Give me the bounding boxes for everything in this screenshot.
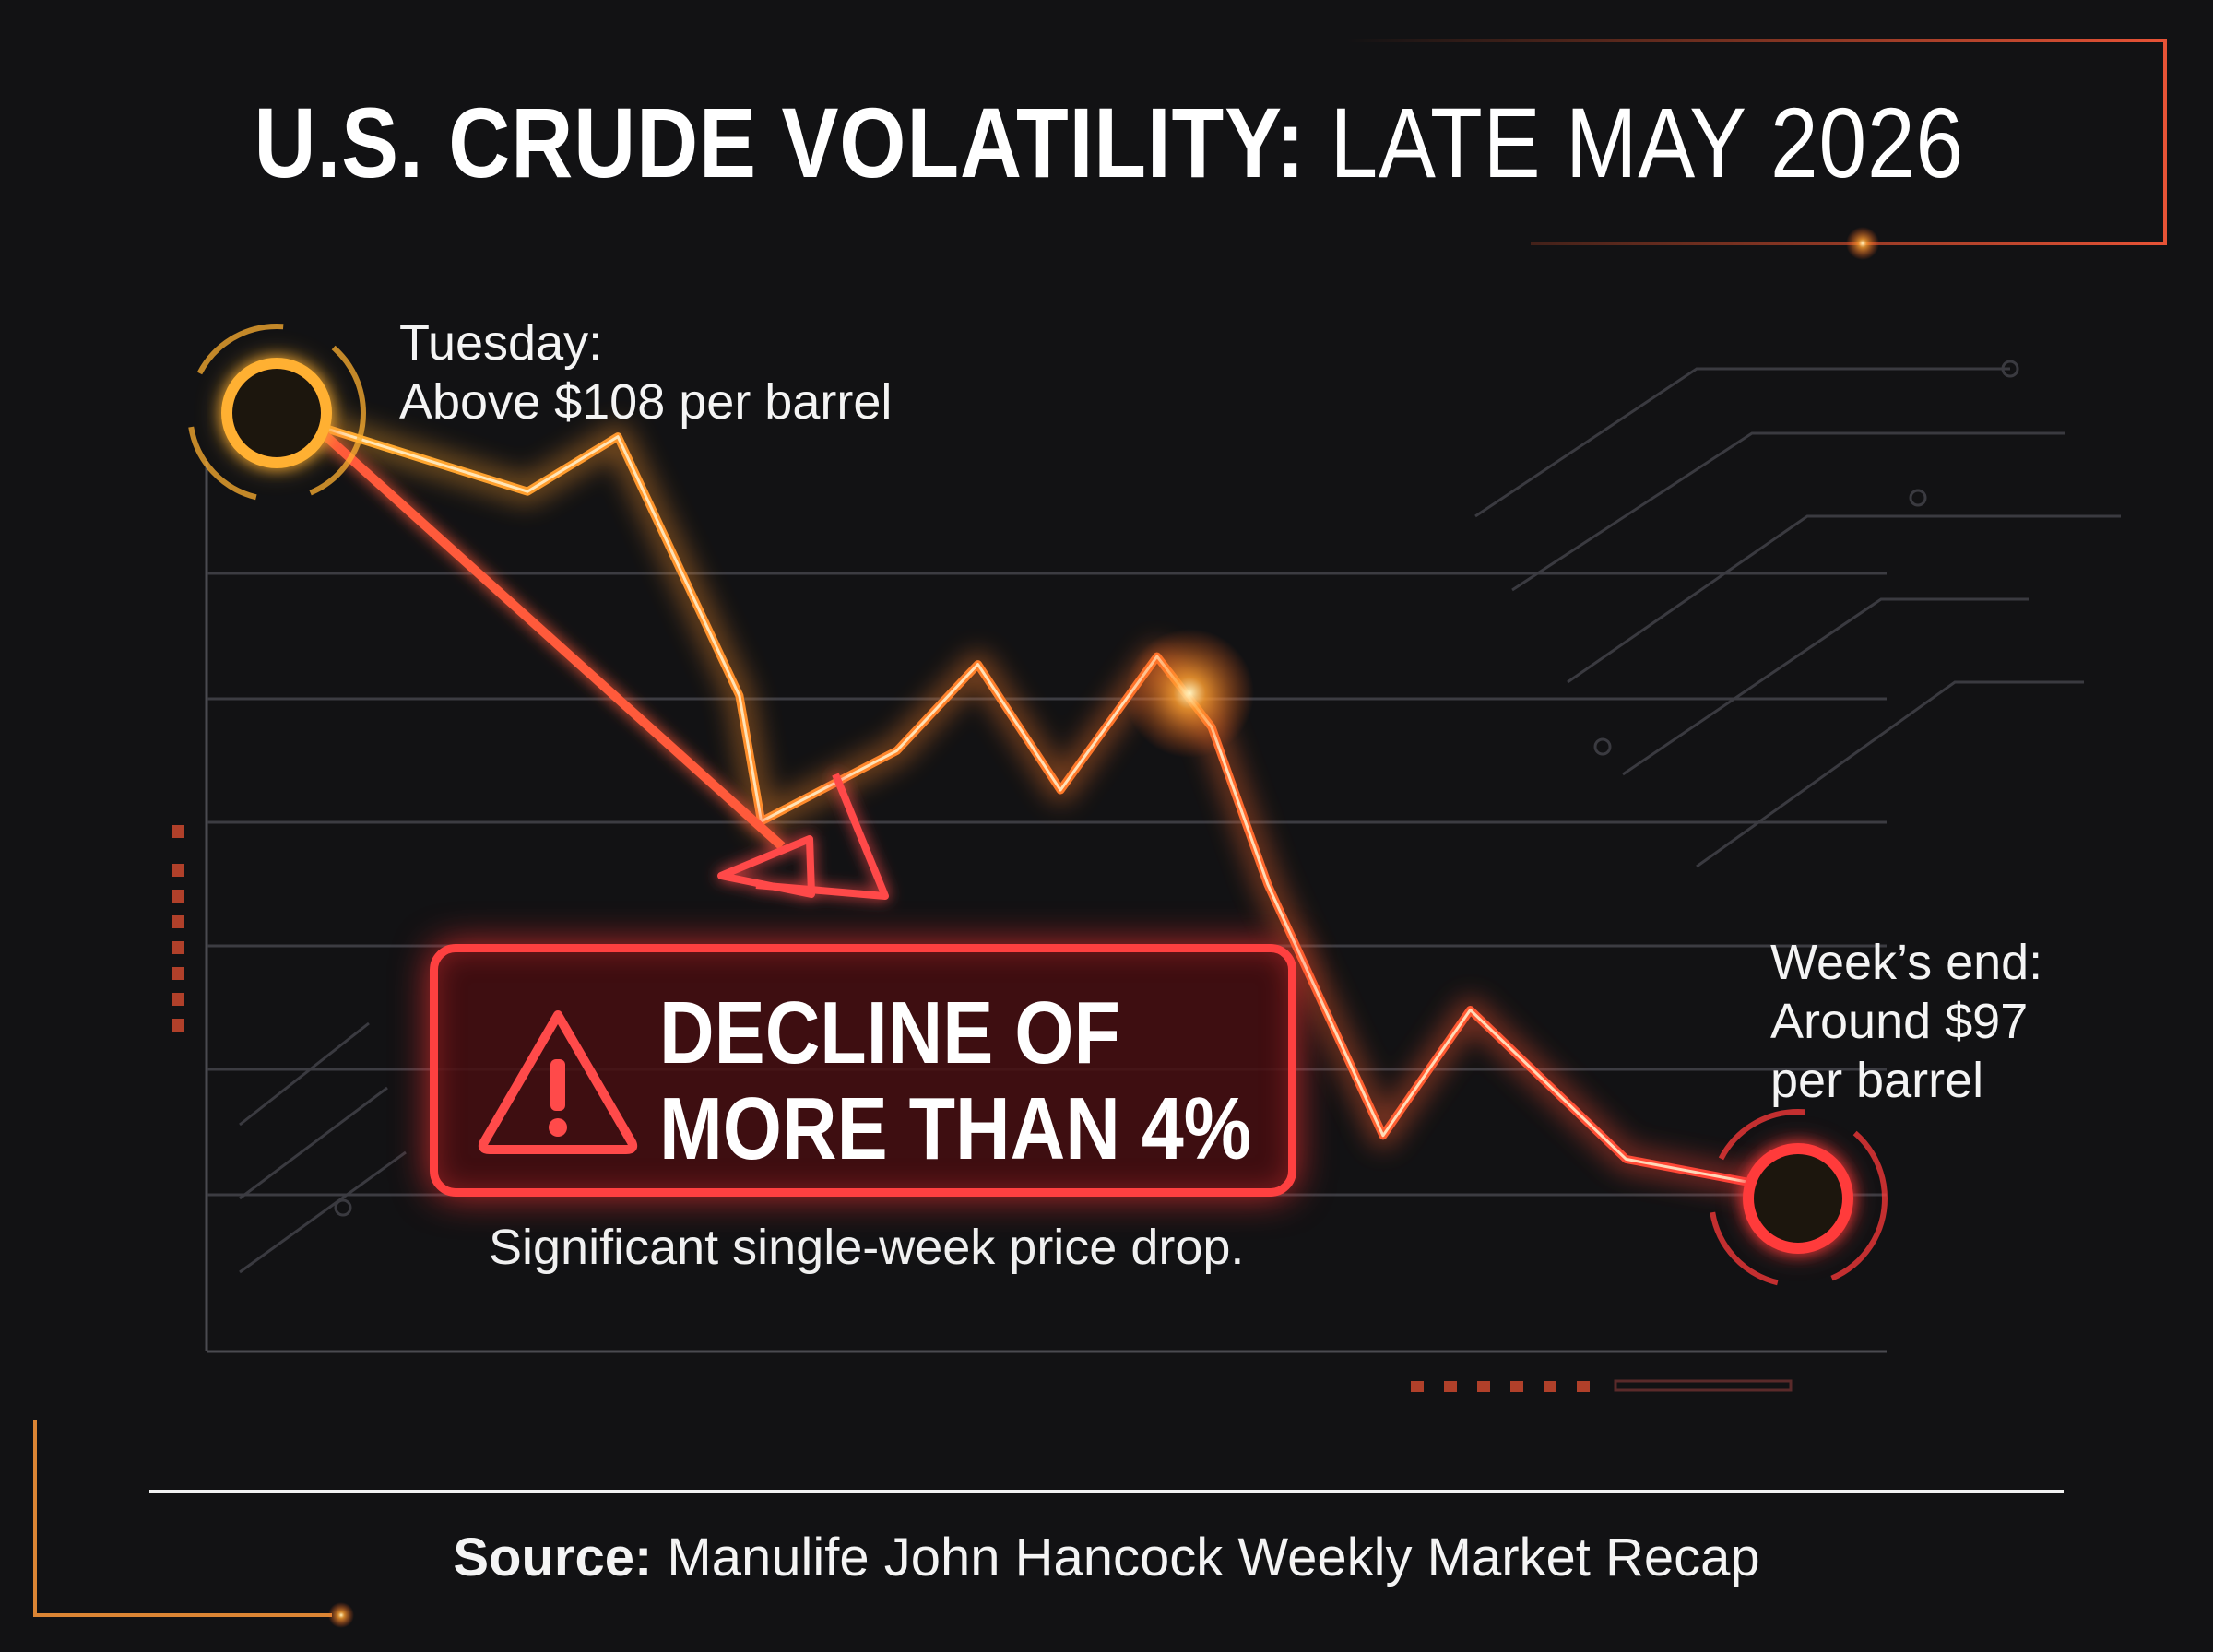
chart-axes xyxy=(205,461,1887,1353)
start-point-hud-ring xyxy=(187,324,366,502)
end-annotation-line2: Around $97 xyxy=(1770,994,2029,1049)
decline-callout-box: DECLINE OF MORE THAN 4% xyxy=(430,944,1296,1197)
start-annotation-line2: Above $108 per barrel xyxy=(399,374,893,430)
end-point-marker xyxy=(1709,1109,1888,1288)
callout-line2: MORE THAN 4% xyxy=(659,1080,1252,1178)
end-annotation-line3: per barrel xyxy=(1770,1053,1984,1108)
end-point-hud-ring xyxy=(1709,1109,1888,1288)
decline-arrow xyxy=(319,430,889,900)
end-point xyxy=(1743,1143,1853,1254)
source-text: Manulife John Hancock Weekly Market Reca… xyxy=(667,1528,1760,1587)
page-title: U.S. CRUDE VOLATILITY: LATE MAY 2026 xyxy=(158,85,2061,200)
circuit-decoration xyxy=(239,360,2121,1274)
source-line: Source: Manulife John Hancock Weekly Mar… xyxy=(0,1527,2213,1588)
price-line-core xyxy=(276,411,1836,1200)
callout-headline: DECLINE OF MORE THAN 4% xyxy=(659,985,1251,1177)
hud-ticks xyxy=(172,825,1793,1392)
spark-flare xyxy=(1125,629,1254,758)
callout-subtext: Significant single-week price drop. xyxy=(489,1220,1245,1275)
start-point xyxy=(221,358,332,468)
title-light: LATE MAY 2026 xyxy=(1330,87,1965,198)
start-point-marker xyxy=(187,324,366,502)
price-series xyxy=(273,401,1838,1210)
end-annotation: Week’s end: Around $97 per barrel xyxy=(1770,933,2042,1110)
neon-frame xyxy=(33,39,2167,1628)
end-annotation-line1: Week’s end: xyxy=(1770,935,2043,990)
title-bold: U.S. CRUDE VOLATILITY: xyxy=(254,87,1306,198)
footer-divider xyxy=(149,1490,2064,1493)
callout-line1: DECLINE OF xyxy=(659,984,1120,1082)
start-annotation: Tuesday: Above $108 per barrel xyxy=(399,313,892,431)
source-label: Source: xyxy=(453,1528,653,1587)
warning-triangle-icon xyxy=(478,1010,638,1154)
start-annotation-line1: Tuesday: xyxy=(399,315,603,371)
